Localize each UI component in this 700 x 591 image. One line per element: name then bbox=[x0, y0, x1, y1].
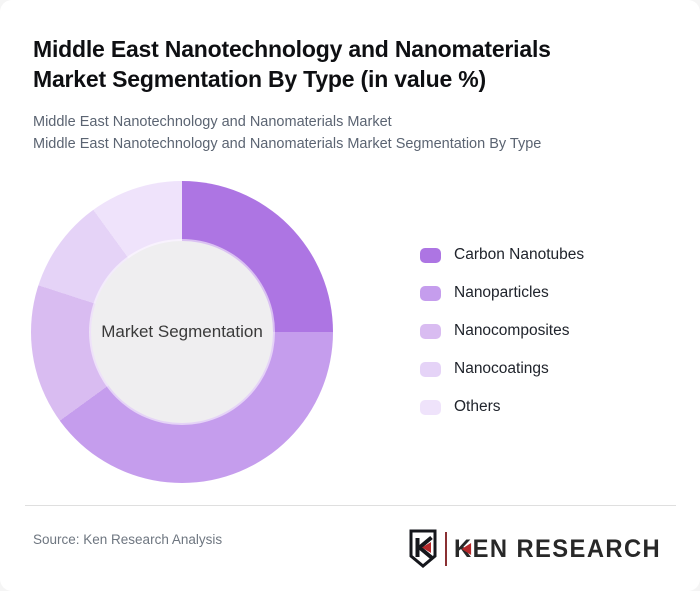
logo-k-triangle-icon bbox=[461, 542, 472, 555]
legend-swatch bbox=[420, 399, 441, 415]
source-note: Source: Ken Research Analysis bbox=[33, 532, 223, 547]
page-title-line-2: Market Segmentation By Type (in value %) bbox=[33, 66, 486, 92]
page-title: Middle East Nanotechnology and Nanomater… bbox=[33, 34, 653, 94]
subtitle-line-1: Middle East Nanotechnology and Nanomater… bbox=[33, 114, 392, 130]
legend-label: Nanoparticles bbox=[454, 284, 549, 301]
donut-chart: Market Segmentation bbox=[31, 181, 333, 483]
legend-item: Others bbox=[420, 398, 584, 415]
donut-center-label: Market Segmentation bbox=[101, 322, 263, 341]
legend-item: Nanocomposites bbox=[420, 322, 584, 339]
legend-swatch bbox=[420, 247, 441, 263]
logo-wordmark-text: KEN RESEARCH bbox=[453, 534, 662, 563]
chart-legend: Carbon Nanotubes Nanoparticles Nanocompo… bbox=[420, 246, 585, 437]
shield-k-icon bbox=[409, 529, 437, 568]
donut-center: Market Segmentation bbox=[91, 241, 273, 423]
legend-label: Carbon Nanotubes bbox=[454, 246, 585, 263]
footer-divider bbox=[25, 505, 676, 506]
subtitle-line-2: Middle East Nanotechnology and Nanomater… bbox=[33, 135, 542, 152]
legend-item: Nanoparticles bbox=[420, 284, 584, 301]
page-title-line-1: Middle East Nanotechnology and Nanomater… bbox=[33, 36, 551, 62]
page-subtitles: Middle East Nanotechnology and Nanomater… bbox=[33, 112, 673, 155]
legend-item: Carbon Nanotubes bbox=[420, 246, 585, 263]
logo-separator bbox=[444, 532, 447, 566]
logo-wordmark: KEN RESEARCH bbox=[454, 535, 661, 564]
legend-label: Nanocoatings bbox=[454, 360, 549, 377]
legend-label: Nanocomposites bbox=[454, 322, 570, 339]
legend-swatch bbox=[420, 323, 441, 339]
legend-swatch bbox=[420, 285, 441, 301]
legend-label: Others bbox=[454, 398, 501, 415]
ken-research-logo: KEN RESEARCH bbox=[407, 526, 672, 572]
legend-swatch bbox=[420, 361, 441, 377]
legend-item: Nanocoatings bbox=[420, 360, 584, 377]
